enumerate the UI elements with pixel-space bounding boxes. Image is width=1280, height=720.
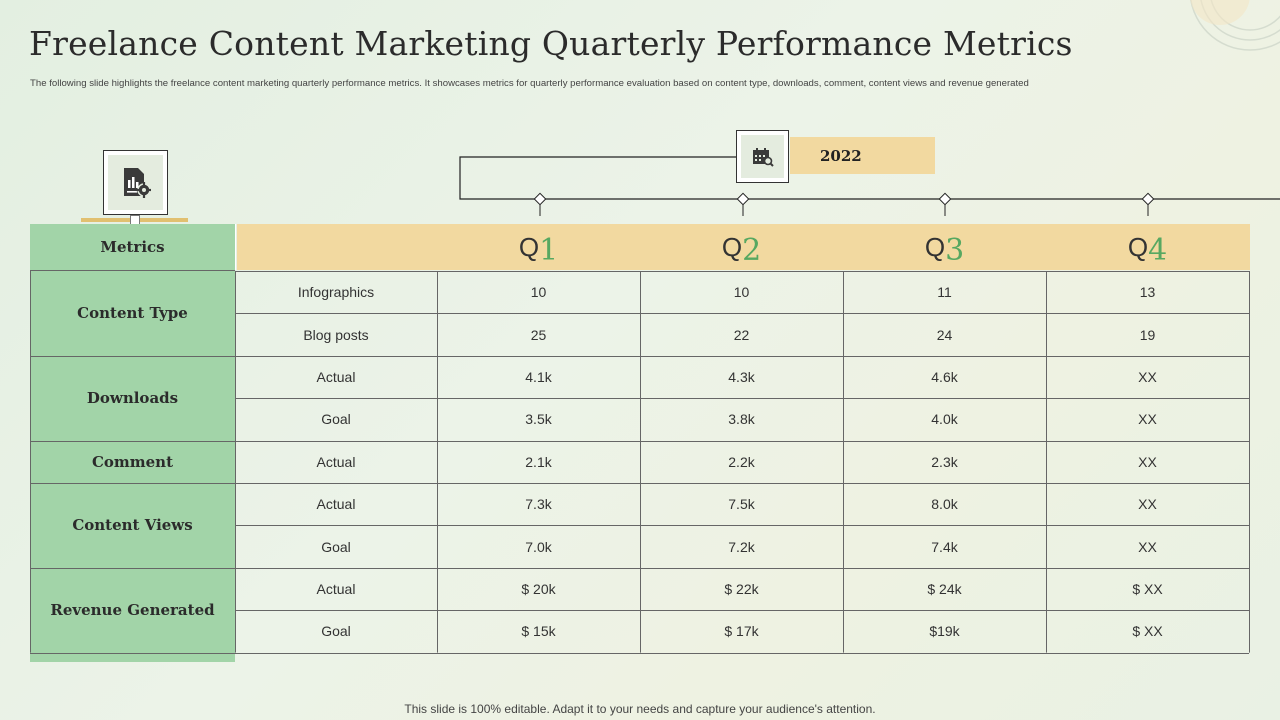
quarter-prefix: Q [721, 231, 743, 262]
table-cell: 24 [936, 326, 953, 343]
table-cell: 4.6k [931, 368, 958, 385]
table-cell: $19k [929, 623, 960, 640]
metrics-column [30, 224, 235, 662]
table-cell: 7.2k [728, 538, 755, 555]
quarter-number: 2 [742, 232, 762, 268]
table-cell: 4.0k [931, 411, 958, 428]
table-cell: 4.1k [525, 368, 552, 385]
table-cell: XX [1138, 538, 1157, 555]
row-label: Goal [321, 411, 351, 428]
row-label: Goal [321, 538, 351, 555]
table-cell: 10 [530, 284, 547, 301]
page-title: Freelance Content Marketing Quarterly Pe… [29, 24, 1073, 63]
metric-group-label: Revenue Generated [50, 601, 215, 620]
table-cell: 8.0k [931, 496, 958, 513]
quarter-prefix: Q [924, 231, 946, 262]
timeline-marker-q4 [1141, 192, 1155, 216]
table-cell: 11 [937, 284, 952, 301]
timeline-marker-q1 [533, 192, 547, 216]
quarter-number: 1 [539, 232, 559, 268]
table-cell: $ 20k [521, 580, 556, 597]
row-label: Actual [316, 453, 356, 470]
row-label: Infographics [297, 284, 375, 301]
metric-group-label: Content Views [72, 516, 193, 535]
metric-group-label: Downloads [86, 389, 179, 408]
table-cell: 13 [1139, 284, 1156, 301]
table-cell: $ 24k [927, 580, 962, 597]
quarter-number: 3 [945, 232, 965, 268]
timeline-marker-q2 [736, 192, 750, 216]
decorative-circles [1190, 0, 1280, 51]
quarter-prefix: Q [1127, 231, 1149, 262]
timeline-markers [533, 192, 1155, 216]
table-cell: 7.0k [525, 538, 552, 555]
table-cell: XX [1138, 411, 1157, 428]
calendar-search-icon [752, 147, 774, 167]
table-cell: 3.5k [525, 411, 552, 428]
table-cell: 2.1k [525, 453, 552, 470]
row-label: Actual [316, 368, 356, 385]
year-badge: 2022 [790, 137, 935, 174]
table-cell: $ 22k [724, 580, 759, 597]
table-cell: 2.2k [728, 453, 755, 470]
table-cell: XX [1138, 496, 1157, 513]
quarter-header-bar [237, 224, 1250, 270]
row-label: Blog posts [303, 326, 369, 343]
timeline-connector [459, 156, 1280, 216]
timeline-marker-q3 [938, 192, 952, 216]
table-cell: XX [1138, 368, 1157, 385]
row-label: Actual [316, 580, 356, 597]
table-cell: 10 [733, 284, 750, 301]
table-cell: XX [1138, 453, 1157, 470]
quarter-prefix: Q [518, 231, 540, 262]
table-cell: 7.4k [931, 538, 958, 555]
metrics-header: Metrics [100, 238, 165, 256]
calendar-icon-box [736, 130, 789, 183]
report-gear-icon [123, 167, 151, 198]
row-label: Goal [321, 623, 351, 640]
metric-group-label: Comment [91, 452, 174, 471]
table-cell: 4.3k [728, 368, 755, 385]
table-cell: $ 15k [521, 623, 556, 640]
table-cell: 3.8k [728, 411, 755, 428]
table-cell: 2.3k [931, 453, 958, 470]
table-cell: $ XX [1132, 623, 1163, 640]
report-icon-box [103, 150, 168, 215]
table-cell: 25 [530, 326, 547, 343]
table-cell: $ 17k [724, 623, 759, 640]
metric-group-label: Content Type [77, 304, 188, 323]
table-cell: 7.3k [525, 496, 552, 513]
table-cell: 19 [1139, 326, 1156, 343]
page-subtitle: The following slide highlights the freel… [30, 78, 1029, 89]
row-label: Actual [316, 496, 356, 513]
quarter-number: 4 [1148, 232, 1168, 268]
table-cell: $ XX [1132, 580, 1163, 597]
footer-note: This slide is 100% editable. Adapt it to… [404, 702, 876, 716]
table-cell: 7.5k [728, 496, 755, 513]
table-cell: 22 [733, 326, 750, 343]
